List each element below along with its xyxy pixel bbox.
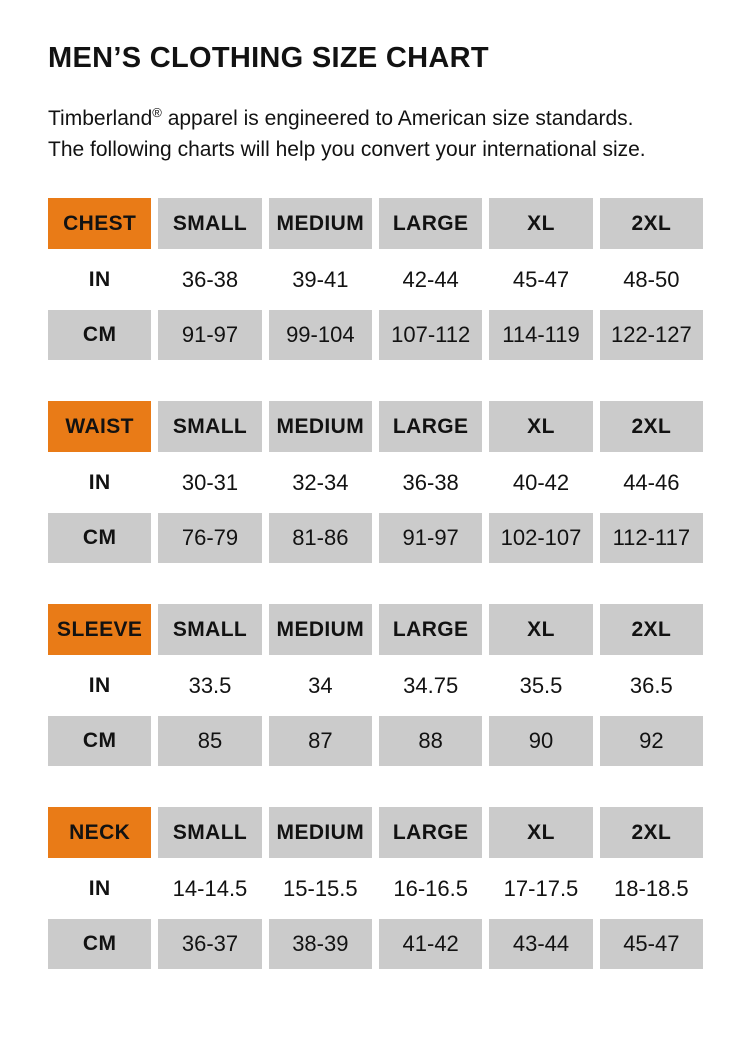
column-header-medium: MEDIUM (268, 807, 372, 858)
value-cell: 122-127 (599, 310, 703, 360)
unit-label-in: IN (48, 249, 152, 310)
unit-label-in: IN (48, 858, 152, 919)
column-header-small: SMALL (158, 604, 262, 655)
column-header-xl: XL (489, 604, 593, 655)
value-cell: 39-41 (268, 249, 372, 310)
column-header-small: SMALL (158, 401, 262, 452)
value-cell: 34.75 (379, 655, 483, 716)
size-table-sleeve: SLEEVE SMALL MEDIUM LARGE XL 2XL IN 33.5… (48, 604, 703, 766)
size-table-neck: NECK SMALL MEDIUM LARGE XL 2XL IN 14-14.… (48, 807, 703, 969)
centimeters-row: CM 91-97 99-104 107-112 114-119 122-127 (48, 310, 703, 360)
inches-row: IN 30-31 32-34 36-38 40-42 44-46 (48, 452, 703, 513)
table-label-sleeve: SLEEVE (48, 604, 152, 655)
value-cell: 45-47 (489, 249, 593, 310)
unit-label-in: IN (48, 452, 152, 513)
value-cell: 33.5 (158, 655, 262, 716)
value-cell: 41-42 (379, 919, 483, 969)
column-header-2xl: 2XL (599, 604, 703, 655)
intro-text: apparel is engineered to American size s… (48, 107, 646, 161)
column-header-large: LARGE (379, 807, 483, 858)
value-cell: 36-38 (158, 249, 262, 310)
column-header-xl: XL (489, 198, 593, 249)
value-cell: 36.5 (599, 655, 703, 716)
value-cell: 45-47 (599, 919, 703, 969)
unit-label-cm: CM (48, 919, 152, 969)
column-header-large: LARGE (379, 401, 483, 452)
size-table-waist: WAIST SMALL MEDIUM LARGE XL 2XL IN 30-31… (48, 401, 703, 563)
value-cell: 32-34 (268, 452, 372, 513)
unit-label-cm: CM (48, 310, 152, 360)
value-cell: 17-17.5 (489, 858, 593, 919)
column-header-2xl: 2XL (599, 807, 703, 858)
table-header-row: NECK SMALL MEDIUM LARGE XL 2XL (48, 807, 703, 858)
value-cell: 88 (379, 716, 483, 766)
table-label-neck: NECK (48, 807, 152, 858)
inches-row: IN 14-14.5 15-15.5 16-16.5 17-17.5 18-18… (48, 858, 703, 919)
value-cell: 18-18.5 (599, 858, 703, 919)
value-cell: 40-42 (489, 452, 593, 513)
registered-trademark-symbol: ® (152, 105, 162, 120)
column-header-medium: MEDIUM (268, 604, 372, 655)
value-cell: 15-15.5 (268, 858, 372, 919)
column-header-2xl: 2XL (599, 198, 703, 249)
value-cell: 87 (268, 716, 372, 766)
centimeters-row: CM 36-37 38-39 41-42 43-44 45-47 (48, 919, 703, 969)
table-header-row: CHEST SMALL MEDIUM LARGE XL 2XL (48, 198, 703, 249)
value-cell: 114-119 (489, 310, 593, 360)
value-cell: 99-104 (268, 310, 372, 360)
value-cell: 35.5 (489, 655, 593, 716)
column-header-large: LARGE (379, 198, 483, 249)
size-table-chest: CHEST SMALL MEDIUM LARGE XL 2XL IN 36-38… (48, 198, 703, 360)
intro-paragraph: Timberland® apparel is engineered to Ame… (48, 97, 670, 165)
value-cell: 102-107 (489, 513, 593, 563)
value-cell: 91-97 (158, 310, 262, 360)
centimeters-row: CM 76-79 81-86 91-97 102-107 112-117 (48, 513, 703, 563)
table-label-waist: WAIST (48, 401, 152, 452)
value-cell: 76-79 (158, 513, 262, 563)
value-cell: 107-112 (379, 310, 483, 360)
value-cell: 34 (268, 655, 372, 716)
column-header-xl: XL (489, 401, 593, 452)
centimeters-row: CM 85 87 88 90 92 (48, 716, 703, 766)
value-cell: 44-46 (599, 452, 703, 513)
column-header-xl: XL (489, 807, 593, 858)
unit-label-cm: CM (48, 513, 152, 563)
unit-label-cm: CM (48, 716, 152, 766)
value-cell: 48-50 (599, 249, 703, 310)
page-title: MEN’S CLOTHING SIZE CHART (48, 42, 489, 74)
value-cell: 14-14.5 (158, 858, 262, 919)
unit-label-in: IN (48, 655, 152, 716)
value-cell: 36-37 (158, 919, 262, 969)
table-header-row: SLEEVE SMALL MEDIUM LARGE XL 2XL (48, 604, 703, 655)
brand-name: Timberland (48, 107, 153, 130)
column-header-small: SMALL (158, 198, 262, 249)
value-cell: 30-31 (158, 452, 262, 513)
table-label-chest: CHEST (48, 198, 152, 249)
table-header-row: WAIST SMALL MEDIUM LARGE XL 2XL (48, 401, 703, 452)
value-cell: 112-117 (599, 513, 703, 563)
column-header-2xl: 2XL (599, 401, 703, 452)
value-cell: 85 (158, 716, 262, 766)
value-cell: 38-39 (268, 919, 372, 969)
size-chart-page: MEN’S CLOTHING SIZE CHART Timberland® ap… (48, 42, 703, 969)
value-cell: 91-97 (379, 513, 483, 563)
column-header-large: LARGE (379, 604, 483, 655)
value-cell: 81-86 (268, 513, 372, 563)
value-cell: 42-44 (379, 249, 483, 310)
column-header-medium: MEDIUM (268, 198, 372, 249)
value-cell: 90 (489, 716, 593, 766)
column-header-medium: MEDIUM (268, 401, 372, 452)
column-header-small: SMALL (158, 807, 262, 858)
value-cell: 43-44 (489, 919, 593, 969)
value-cell: 16-16.5 (379, 858, 483, 919)
inches-row: IN 36-38 39-41 42-44 45-47 48-50 (48, 249, 703, 310)
value-cell: 36-38 (379, 452, 483, 513)
value-cell: 92 (599, 716, 703, 766)
inches-row: IN 33.5 34 34.75 35.5 36.5 (48, 655, 703, 716)
